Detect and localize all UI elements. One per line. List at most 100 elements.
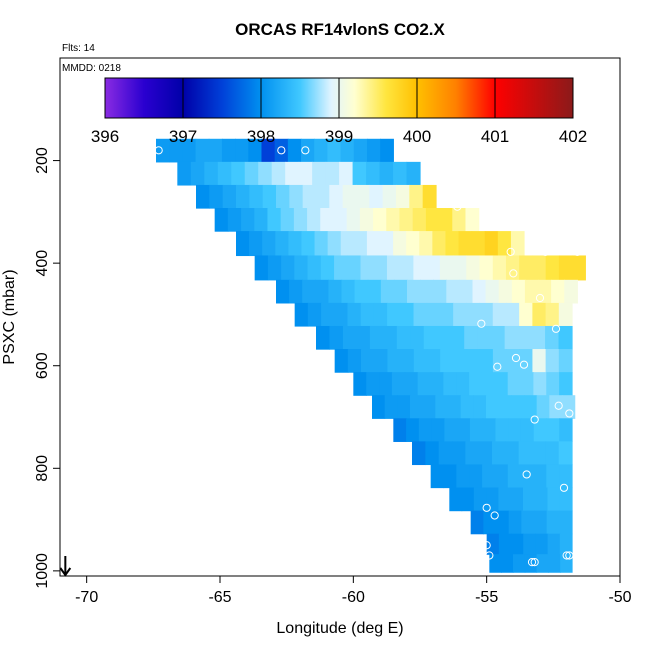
heat-cell	[466, 349, 481, 373]
y-tick-label: 800	[34, 455, 51, 482]
data-point	[154, 146, 163, 155]
heat-cell	[477, 325, 492, 350]
data-point	[565, 409, 574, 418]
heat-cell	[483, 510, 497, 535]
heat-cell	[494, 464, 509, 489]
heat-cell	[433, 279, 447, 304]
heat-cell	[426, 349, 441, 373]
heat-cell	[333, 208, 348, 232]
heat-cell	[302, 184, 317, 209]
flights-note: Flts: 14	[62, 43, 95, 54]
heat-cell	[329, 325, 344, 350]
heat-cell	[352, 161, 367, 186]
heat-cell	[508, 418, 522, 442]
x-tick-label: -55	[475, 589, 498, 606]
heat-cell	[182, 138, 197, 163]
heat-cell	[431, 418, 445, 442]
heat-cell	[486, 487, 499, 512]
heat-cell	[510, 231, 525, 257]
heat-cell	[367, 279, 382, 304]
heat-cell	[382, 184, 397, 209]
data-point	[482, 503, 491, 512]
heat-cell	[520, 418, 535, 442]
down-arrow-icon	[59, 556, 72, 577]
heat-cell	[298, 161, 313, 186]
heat-cell	[169, 138, 183, 163]
heat-cell	[372, 395, 386, 419]
heat-cell	[548, 554, 561, 573]
heat-cell	[425, 441, 440, 466]
heat-cell	[366, 372, 380, 396]
heat-cell	[532, 255, 547, 281]
data-point	[453, 202, 462, 211]
heat-cell	[366, 138, 381, 163]
heat-cell	[339, 161, 354, 186]
heat-cell	[177, 161, 192, 186]
heat-cell	[510, 487, 524, 512]
heat-cell	[327, 231, 342, 257]
heat-cell	[564, 279, 578, 304]
arrow-head	[59, 567, 72, 577]
heat-cell	[518, 441, 533, 466]
heat-cell	[439, 208, 453, 232]
heat-cell	[312, 161, 327, 186]
heat-cell	[400, 302, 415, 327]
heat-cell	[535, 533, 549, 555]
heat-cell	[466, 255, 481, 281]
data-point	[477, 319, 486, 328]
y-tick-label: 200	[34, 147, 51, 174]
chart-title: ORCAS RF14vlonS CO2.X	[235, 20, 445, 39]
heat-cell	[409, 184, 424, 209]
heat-cell	[361, 349, 375, 373]
heat-cell	[249, 231, 263, 257]
heatmap-cells	[156, 138, 586, 573]
heat-cell	[448, 395, 462, 419]
heat-cell	[453, 255, 467, 281]
colorbar-tick-label: 397	[169, 127, 197, 146]
heat-cell	[533, 464, 547, 489]
heat-cell	[536, 554, 549, 573]
heat-cell	[387, 302, 401, 327]
heat-cell	[419, 231, 433, 257]
data-points	[154, 146, 582, 567]
heat-cell	[315, 279, 329, 304]
y-axis-label: PSXC (mbar)	[1, 269, 18, 364]
data-point	[562, 551, 571, 560]
data-point	[402, 146, 411, 155]
heat-cell	[329, 184, 344, 209]
colorbar-tick-label: 402	[559, 127, 587, 146]
data-point	[573, 247, 582, 256]
heat-cell	[492, 441, 506, 466]
heat-cell	[373, 208, 387, 232]
heat-cell	[316, 184, 330, 209]
heat-cell	[472, 279, 487, 304]
heat-cell	[413, 255, 428, 281]
heat-cell	[549, 395, 563, 419]
heat-cell	[559, 418, 573, 442]
heat-cell	[204, 161, 219, 186]
heat-cell	[422, 184, 437, 209]
heat-cell	[217, 161, 232, 186]
heat-cell	[334, 349, 349, 373]
heat-cell	[445, 231, 460, 257]
heat-cell	[440, 349, 454, 373]
heat-cell	[236, 184, 250, 209]
heat-cell	[492, 302, 507, 327]
heat-cell	[373, 302, 388, 327]
y-tick-label: 1000	[34, 553, 51, 589]
heat-cell	[533, 418, 548, 442]
heat-cell	[439, 255, 454, 281]
heat-cell	[301, 231, 316, 257]
heat-cell	[506, 349, 520, 373]
heat-cell	[369, 325, 384, 350]
heat-cell	[342, 184, 357, 209]
heat-cell	[443, 464, 457, 489]
heat-cell	[383, 325, 398, 350]
heat-cell	[393, 279, 408, 304]
heat-cell	[519, 349, 534, 373]
heat-cell	[551, 279, 565, 304]
heat-cell	[406, 161, 421, 186]
heat-cell	[559, 464, 573, 489]
heat-cell	[532, 441, 546, 466]
